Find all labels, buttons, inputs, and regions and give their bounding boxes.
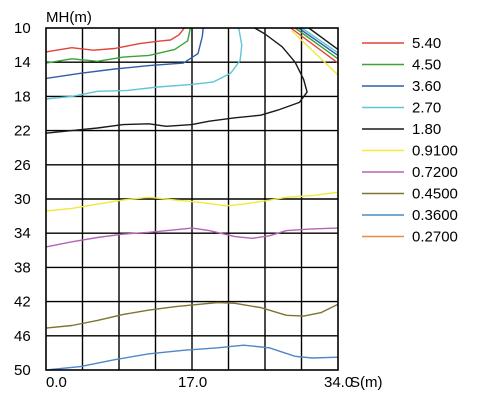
x-tick-label: 17.0	[178, 374, 207, 391]
contour-line-0.7200	[45, 227, 339, 248]
contour-line-corner	[298, 27, 339, 56]
y-tick-label: 34	[14, 225, 31, 242]
contour-lines	[45, 27, 339, 371]
y-tick-label: 38	[14, 259, 31, 276]
x-tick-label: 0.0	[46, 374, 67, 391]
grid-lines	[46, 28, 338, 370]
y-tick-label: 42	[14, 294, 31, 311]
legend-item: 0.2700	[362, 229, 458, 246]
y-tick-label: 10	[14, 20, 31, 37]
contour-line-corner	[291, 30, 339, 76]
x-tick-label: 34.0	[324, 374, 353, 391]
legend-label: 0.2700	[412, 229, 458, 246]
legend-label: 1.80	[412, 121, 441, 138]
legend-item: 0.9100	[362, 143, 458, 160]
legend-item: 3.60	[362, 78, 441, 95]
contour-line-0.4500	[45, 301, 339, 329]
legend-label: 3.60	[412, 78, 441, 95]
y-tick-label: 18	[14, 88, 31, 105]
y-tick-label: 50	[14, 362, 31, 379]
contour-line-corner	[301, 27, 339, 54]
legend-label: 0.7200	[412, 164, 458, 181]
x-axis-title: S(m)	[350, 374, 383, 391]
y-tick-label: 22	[14, 123, 31, 140]
legend-item: 0.4500	[362, 186, 458, 203]
contour-line-corner	[294, 27, 339, 60]
legend-label: 0.3600	[412, 207, 458, 224]
contour-line-1.80	[45, 27, 308, 134]
contour-line-5.40	[45, 27, 185, 53]
legend-label: 5.40	[412, 35, 441, 52]
legend: 5.40 4.50 3.60 2.70 1.80 0.9100 0.7200 0.4500 0.…	[362, 35, 458, 246]
legend-item: 2.70	[362, 100, 441, 117]
contour-line-0.9100	[45, 191, 339, 212]
legend-item: 5.40	[362, 35, 441, 52]
y-axis-title: MH(m)	[46, 9, 92, 26]
legend-item: 4.50	[362, 57, 441, 74]
plot-frame	[45, 27, 339, 371]
y-axis-ticks: 10 14 18 22 26 30 34 38 42 46 50	[14, 20, 31, 379]
legend-item: 0.3600	[362, 207, 458, 224]
y-tick-label: 14	[14, 54, 31, 71]
legend-label: 0.4500	[412, 186, 458, 203]
contour-line-3.60	[45, 27, 204, 80]
legend-label: 4.50	[412, 57, 441, 74]
contour-line-2.70	[45, 27, 243, 100]
legend-label: 2.70	[412, 100, 441, 117]
contour-line-corner	[308, 27, 339, 50]
legend-label: 0.9100	[412, 143, 458, 160]
legend-item: 1.80	[362, 121, 441, 138]
contour-line-0.3600	[45, 344, 339, 371]
y-tick-label: 26	[14, 157, 31, 174]
contour-line-corner	[290, 27, 339, 64]
legend-item: 0.7200	[362, 164, 458, 181]
x-axis-ticks: 0.0 17.0 34.0	[46, 374, 353, 391]
plot-border	[45, 27, 339, 371]
y-tick-label: 30	[14, 191, 31, 208]
y-tick-label: 46	[14, 328, 31, 345]
contour-line-4.50	[45, 27, 191, 64]
